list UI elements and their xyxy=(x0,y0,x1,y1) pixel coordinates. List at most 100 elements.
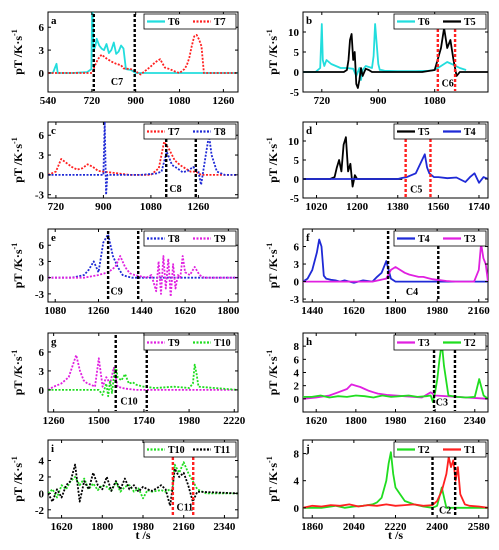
series-line-t8 xyxy=(48,122,238,196)
x-tick-label: 1080 xyxy=(424,95,447,107)
legend: T4 T3 xyxy=(393,230,487,247)
x-tick-label: 1440 xyxy=(131,305,154,317)
series-line-t11 xyxy=(48,463,238,507)
legend-label: T6 xyxy=(168,17,180,28)
y-tick-label: 10 xyxy=(288,136,300,148)
legend-label: T3 xyxy=(464,234,476,245)
x-tick-label: 1080 xyxy=(169,95,192,107)
series-group xyxy=(303,23,488,89)
y-tick-label: 6 xyxy=(39,22,45,34)
x-tick-label: 900 xyxy=(95,201,112,213)
series-line-t7 xyxy=(48,140,238,176)
y-axis-label: pT /K·s-1 xyxy=(10,350,25,395)
legend-label: T2 xyxy=(418,445,430,456)
x-tick-label: 1800 xyxy=(385,305,408,317)
axes-frame xyxy=(47,121,239,199)
legend-label: T8 xyxy=(214,127,226,138)
y-tick-label: 0 xyxy=(39,273,45,285)
x-tick-label: 1860 xyxy=(301,521,324,533)
legend-label: T9 xyxy=(168,338,180,349)
legend-label: T7 xyxy=(168,127,180,138)
legend-label: T2 xyxy=(464,338,476,349)
x-tick-label: 1800 xyxy=(217,305,240,317)
y-axis-label: pT /K·s-1 xyxy=(265,243,280,288)
y-tick-label: 4 xyxy=(294,476,300,488)
event-label: C8 xyxy=(169,184,181,195)
y-tick-label: 8 xyxy=(294,449,300,461)
panel-d: C5 1020 1200 1380 1560 1740 -5 0 5 10 pT /K·s-1 d T5… xyxy=(265,121,490,213)
x-tick-label: 2160 xyxy=(468,305,491,317)
legend-label: T4 xyxy=(464,127,476,138)
panel-letter: b xyxy=(306,15,312,27)
x-tick-label: 1380 xyxy=(387,201,410,213)
y-tick-label: 2 xyxy=(294,381,300,393)
series-group xyxy=(303,451,488,509)
event-label: C5 xyxy=(410,185,422,196)
legend: T6 T5 xyxy=(393,13,487,30)
panel-letter: f xyxy=(306,232,310,244)
x-tick-label: 2340 xyxy=(213,521,236,533)
event-label: C11 xyxy=(176,503,193,514)
legend-label: T4 xyxy=(418,234,430,245)
x-tick-label: 540 xyxy=(40,95,57,107)
y-axis-label: pT /K·s-1 xyxy=(265,137,280,182)
panel-letter: i xyxy=(51,443,54,455)
x-tick-label: 1740 xyxy=(133,415,156,427)
event-label: C7 xyxy=(111,77,123,88)
x-tick-label: 2040 xyxy=(343,521,366,533)
panel-i: C11 1620 1800 1980 2160 2340 -2 0 2 4 pT /K·s-1 i T1… xyxy=(10,439,239,542)
y-tick-label: 10 xyxy=(288,27,300,39)
legend: T2 T1 xyxy=(393,441,487,458)
x-tick-label: 1200 xyxy=(346,201,369,213)
series-group xyxy=(303,136,488,188)
legend-label: T5 xyxy=(418,127,430,138)
legend-box xyxy=(393,441,487,458)
event-label: C3 xyxy=(436,397,448,408)
y-tick-label: 6 xyxy=(294,242,300,254)
y-axis-label: pT /K·s-1 xyxy=(265,350,280,395)
x-tick-label: 1980 xyxy=(426,305,449,317)
legend-box xyxy=(143,230,237,247)
panel-letter: j xyxy=(305,443,310,455)
y-tick-label: 3 xyxy=(39,256,45,268)
y-tick-label: 0 xyxy=(294,67,300,79)
x-tick-label: 1020 xyxy=(306,201,329,213)
x-tick-label: 2220 xyxy=(223,415,246,427)
y-tick-label: 4 xyxy=(39,456,45,468)
series-line-t9 xyxy=(48,354,238,391)
x-tick-label: 720 xyxy=(48,201,65,213)
y-axis-label: pT /K·s-1 xyxy=(10,137,25,182)
series-group xyxy=(303,341,488,404)
y-tick-label: -3 xyxy=(35,190,45,202)
legend-box xyxy=(393,13,487,30)
series-line-t9 xyxy=(48,255,238,298)
y-tick-label: 0 xyxy=(294,394,300,406)
y-tick-label: 0 xyxy=(39,68,45,80)
legend-label: T8 xyxy=(168,234,180,245)
panel-letter: d xyxy=(306,125,312,137)
x-tick-label: 1440 xyxy=(301,305,324,317)
series-line-t7 xyxy=(48,34,238,76)
legend-box xyxy=(143,123,237,140)
y-tick-label: 6 xyxy=(39,130,45,142)
x-tick-label: 1260 xyxy=(88,305,111,317)
legend: T8 T9 xyxy=(143,230,237,247)
panel-letter: e xyxy=(51,232,56,244)
x-tick-label: 1260 xyxy=(187,201,210,213)
y-tick-label: 0 xyxy=(39,488,45,500)
x-tick-label: 720 xyxy=(314,95,331,107)
legend-box xyxy=(143,13,237,30)
y-tick-label: -3 xyxy=(290,294,300,306)
legend-label: T9 xyxy=(214,234,226,245)
y-tick-label: 3 xyxy=(39,150,45,162)
panel-letter: a xyxy=(51,15,57,27)
legend: T5 T4 xyxy=(393,123,487,140)
panel-b: C6 720 900 1080 -5 0 5 10 pT /K·s-1 b T6 T5 xyxy=(265,11,489,107)
x-tick-label: 1980 xyxy=(178,415,201,427)
panel-letter: c xyxy=(51,125,56,137)
legend-box xyxy=(143,334,237,351)
x-tick-label: 1560 xyxy=(427,201,450,213)
legend-label: T11 xyxy=(214,445,230,456)
